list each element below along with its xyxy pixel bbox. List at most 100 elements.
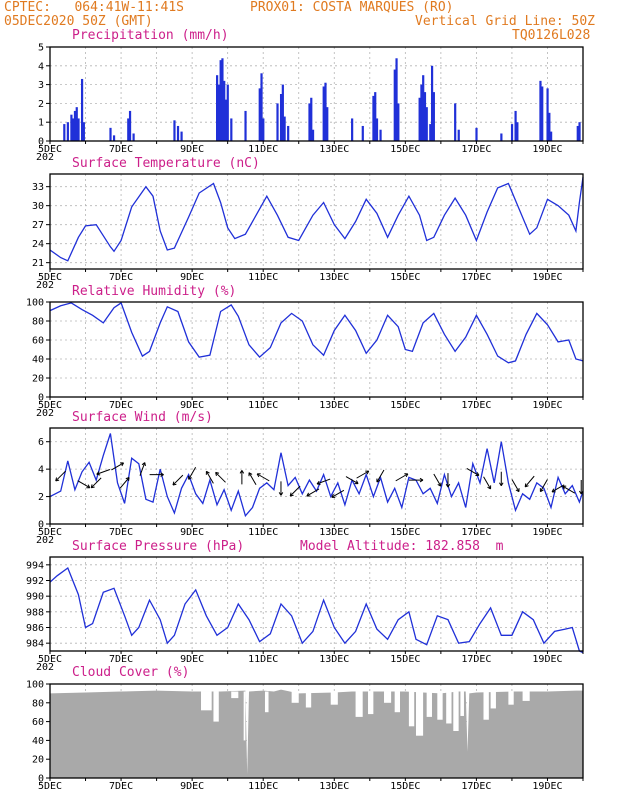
wind-xtick-label: 7DEC bbox=[109, 527, 133, 538]
wind-arrow-shaft bbox=[433, 473, 442, 487]
wind-arrow bbox=[289, 485, 301, 497]
wind-arrow bbox=[172, 474, 184, 486]
pressure-line bbox=[49, 566, 584, 654]
precipitation-bar bbox=[244, 110, 247, 141]
cloud-dip bbox=[453, 691, 459, 731]
cloud-dip bbox=[408, 691, 415, 727]
precipitation-bar bbox=[418, 97, 421, 141]
wind-ytick-label: 0 bbox=[38, 520, 44, 531]
wind-arrow-head bbox=[437, 482, 442, 487]
precipitation-ytick-label: 3 bbox=[38, 80, 44, 91]
precipitation-bar bbox=[287, 125, 290, 141]
wind-arrow-head bbox=[239, 470, 245, 474]
precipitation-bar bbox=[322, 86, 325, 141]
pressure-title: Surface Pressure (hPa) bbox=[72, 539, 245, 554]
precipitation-bar bbox=[262, 118, 265, 141]
wind-arrow bbox=[562, 485, 576, 494]
wind-arrow-head bbox=[562, 485, 567, 490]
wind-arrow-shaft bbox=[188, 466, 197, 480]
precipitation-bar bbox=[223, 80, 226, 141]
wind-arrow-shaft bbox=[111, 462, 124, 471]
wind-arrow-shaft bbox=[331, 489, 345, 498]
precipitation-bar bbox=[66, 122, 69, 141]
humidity-title: Relative Humidity (%) bbox=[72, 284, 237, 299]
cloud-frame bbox=[49, 683, 584, 779]
precipitation-bar bbox=[578, 122, 581, 141]
wind-arrow-head bbox=[256, 473, 261, 478]
precipitation-bar bbox=[230, 118, 233, 141]
cloud-dip bbox=[231, 691, 239, 699]
header-grid-line: Vertical Grid Line: 50Z bbox=[415, 14, 596, 29]
precipitation-bar bbox=[541, 86, 544, 141]
precipitation-xtick-label: 7DEC bbox=[109, 144, 133, 155]
temperature-xtick-label: 7DEC bbox=[109, 272, 133, 283]
wind-arrow bbox=[306, 488, 320, 497]
precipitation-ytick-label: 2 bbox=[38, 99, 44, 110]
wind-arrow-shaft bbox=[466, 467, 480, 476]
precipitation-title: Precipitation (mm/h) bbox=[72, 28, 229, 43]
humidity-year-stub: 202 bbox=[36, 408, 54, 419]
wind-arrow-head bbox=[160, 472, 164, 477]
precipitation-year-stub: 202 bbox=[36, 152, 54, 163]
pressure-xtick-label: 9DEC bbox=[180, 654, 204, 665]
humidity-line bbox=[49, 301, 584, 364]
temperature-xtick-label: 5DEC bbox=[38, 272, 62, 283]
pressure-xtick-label: 13DEC bbox=[319, 654, 349, 665]
cloud-dip bbox=[415, 691, 424, 736]
wind-arrow-head bbox=[354, 480, 359, 485]
pressure-xtick-label: 17DEC bbox=[461, 654, 491, 665]
humidity-panel: 0 20 40 60 80 100 5DEC 7DEC 9DEC 11DEC 13DEC 15DEC 1… bbox=[26, 298, 584, 419]
wind-arrow bbox=[499, 471, 504, 487]
precipitation-bar bbox=[109, 127, 112, 141]
wind-title: Surface Wind (m/s) bbox=[72, 410, 213, 425]
wind-arrow bbox=[511, 479, 520, 493]
pressure-ytick-label: 984 bbox=[26, 639, 44, 650]
wind-arrow-shaft bbox=[119, 477, 130, 489]
precipitation-bar bbox=[112, 135, 116, 141]
pressure-xtick-label: 19DEC bbox=[532, 654, 562, 665]
pressure-xtick-label: 11DEC bbox=[248, 654, 278, 665]
wind-arrow-shaft bbox=[139, 462, 146, 476]
pressure-xtick-label: 15DEC bbox=[390, 654, 420, 665]
cloud-xtick-label: 17DEC bbox=[461, 781, 491, 792]
wind-year-stub: 202 bbox=[36, 535, 54, 546]
precipitation-bar bbox=[425, 107, 428, 141]
wind-arrow-head bbox=[289, 492, 294, 497]
cloud-dip bbox=[213, 691, 219, 722]
precipitation-bar bbox=[226, 84, 229, 141]
wind-arrow bbox=[188, 466, 197, 480]
precipitation-bar bbox=[127, 118, 130, 141]
wind-arrow bbox=[111, 462, 125, 471]
precipitation-bar bbox=[475, 127, 478, 141]
wind-arrow-head bbox=[316, 480, 321, 486]
humidity-xtick-label: 9DEC bbox=[180, 400, 204, 411]
precipitation-bar bbox=[375, 118, 379, 141]
precipitation-bar bbox=[361, 125, 364, 141]
pressure-panel: 984 986 988 990 992 994 5DEC 7DEC 9DEC 11DEC 13DEC… bbox=[26, 556, 584, 673]
precipitation-bar bbox=[546, 88, 549, 141]
cloud-xtick-label: 19DEC bbox=[532, 781, 562, 792]
wind-arrow bbox=[278, 481, 284, 496]
temperature-ytick-label: 33 bbox=[32, 182, 44, 193]
wind-arrow-head bbox=[90, 484, 95, 489]
wind-arrow-shaft bbox=[248, 472, 257, 486]
wind-arrow bbox=[356, 470, 370, 479]
precipitation-bar bbox=[82, 122, 85, 141]
wind-arrow bbox=[539, 479, 548, 493]
wind-arrow-shaft bbox=[215, 472, 226, 483]
cloud-dip bbox=[243, 691, 246, 741]
wind-arrow-shaft bbox=[345, 476, 359, 485]
temperature-line bbox=[49, 177, 584, 262]
temperature-panel: 21 24 27 30 33 5DEC 7DEC 9DEC 11DEC 13DEC 15DEC 17D… bbox=[32, 173, 584, 291]
wind-arrow-shaft bbox=[551, 484, 565, 493]
precipitation-bar bbox=[429, 124, 432, 141]
wind-arrow-head bbox=[215, 471, 220, 476]
precipitation-ytick-label: 1 bbox=[38, 118, 44, 129]
humidity-ytick-label: 20 bbox=[32, 374, 44, 385]
precipitation-xtick-label: 17DEC bbox=[461, 144, 491, 155]
wind-arrow-shaft bbox=[55, 470, 66, 482]
humidity-ytick-label: 80 bbox=[32, 317, 44, 328]
cloud-dip bbox=[330, 691, 338, 705]
wind-arrow bbox=[483, 476, 492, 490]
precipitation-bar bbox=[224, 99, 228, 141]
